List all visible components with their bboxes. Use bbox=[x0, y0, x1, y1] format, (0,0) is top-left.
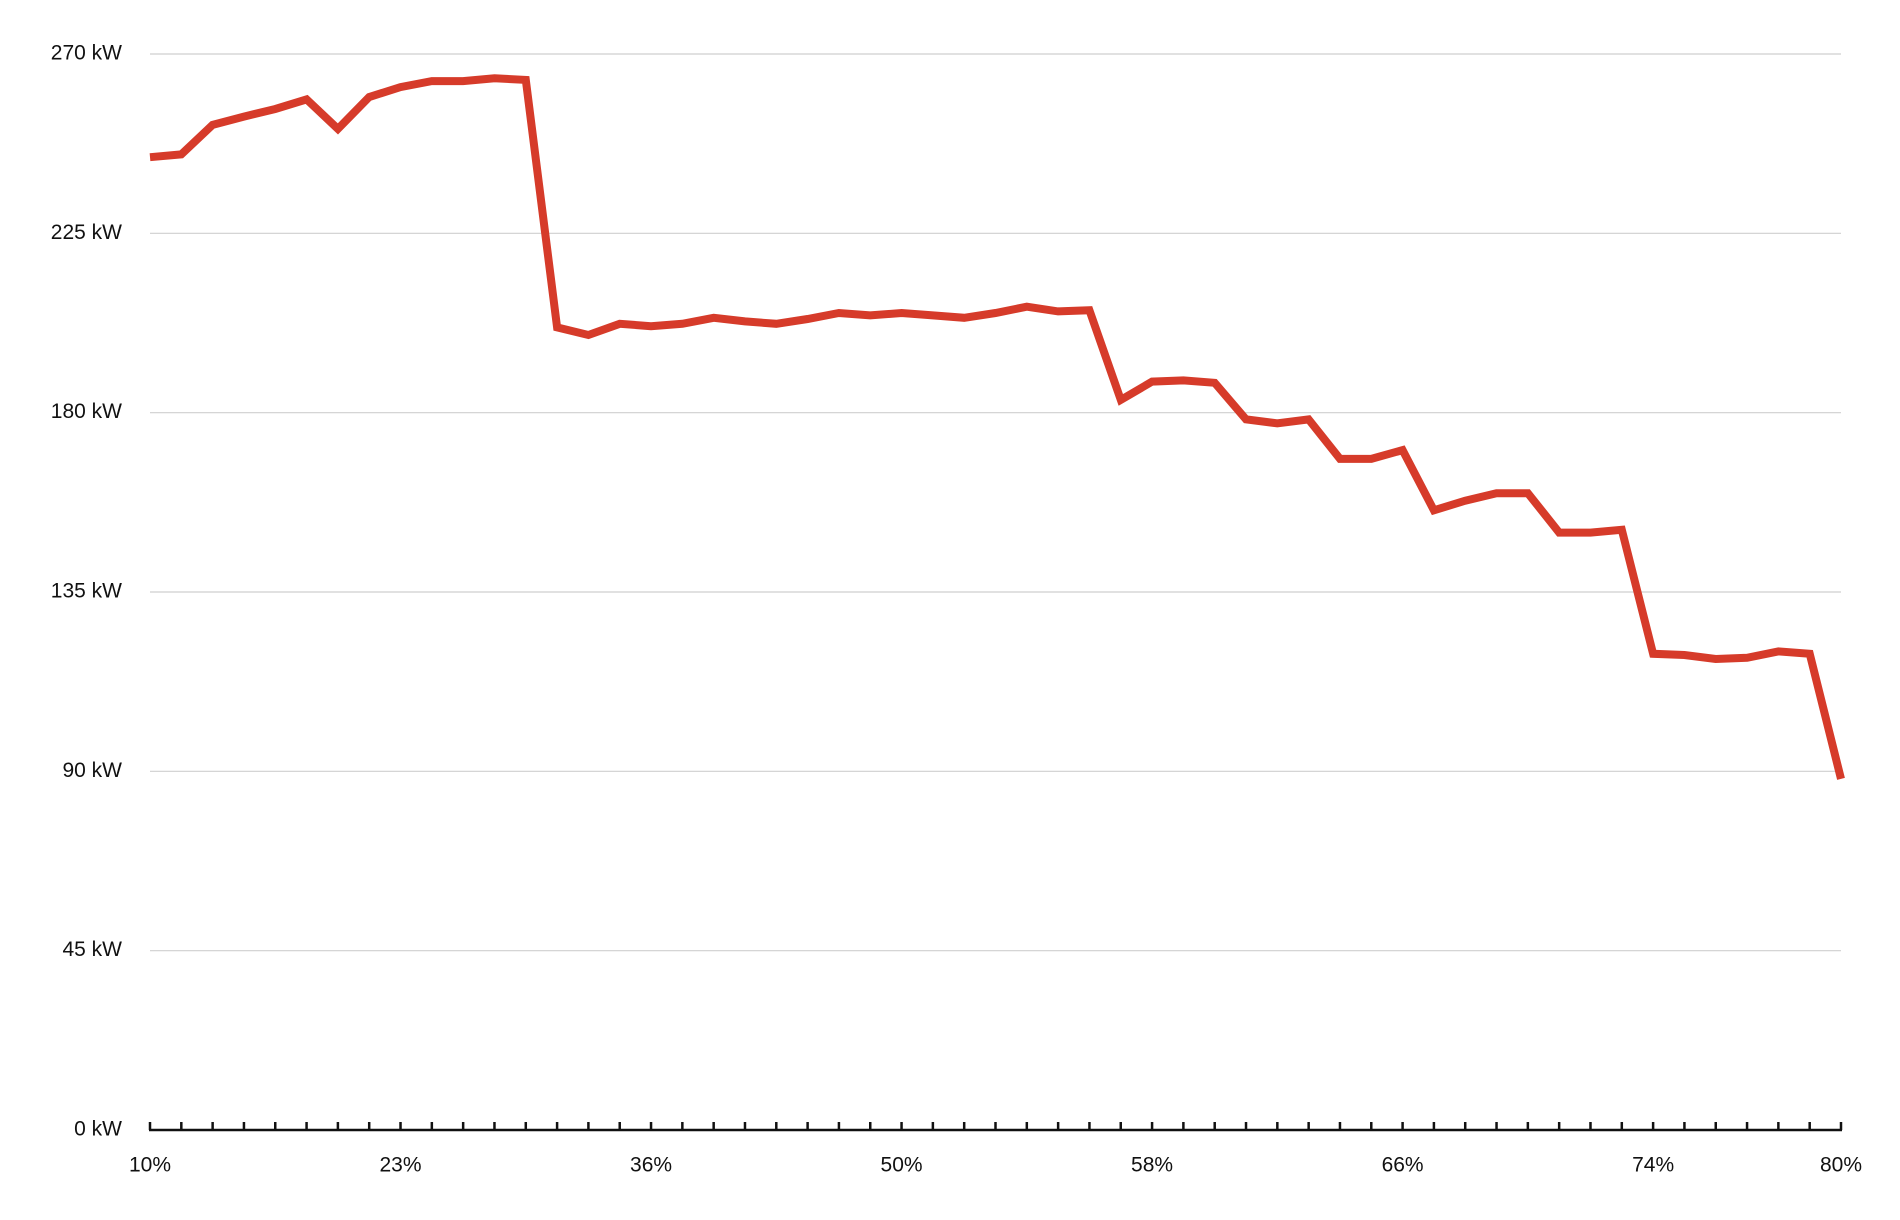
y-tick-label: 225 kW bbox=[51, 221, 122, 244]
x-tick-label: 23% bbox=[380, 1154, 422, 1177]
x-tick-label: 80% bbox=[1820, 1154, 1862, 1177]
y-tick-label: 270 kW bbox=[51, 42, 122, 65]
y-tick-label: 90 kW bbox=[62, 759, 122, 782]
y-tick-label: 135 kW bbox=[51, 580, 122, 603]
x-tick-label: 66% bbox=[1382, 1154, 1424, 1177]
x-tick-label: 50% bbox=[881, 1154, 923, 1177]
y-tick-label: 0 kW bbox=[74, 1118, 122, 1141]
line bbox=[149, 74, 1845, 780]
x-tick-label: 74% bbox=[1632, 1154, 1674, 1177]
x-tick-label: 36% bbox=[630, 1154, 672, 1177]
y-tick-label: 45 kW bbox=[62, 938, 122, 961]
x-tick-label: 58% bbox=[1131, 1154, 1173, 1177]
x-tick-label: 10% bbox=[129, 1154, 171, 1177]
y-tick-label: 180 kW bbox=[51, 400, 122, 423]
